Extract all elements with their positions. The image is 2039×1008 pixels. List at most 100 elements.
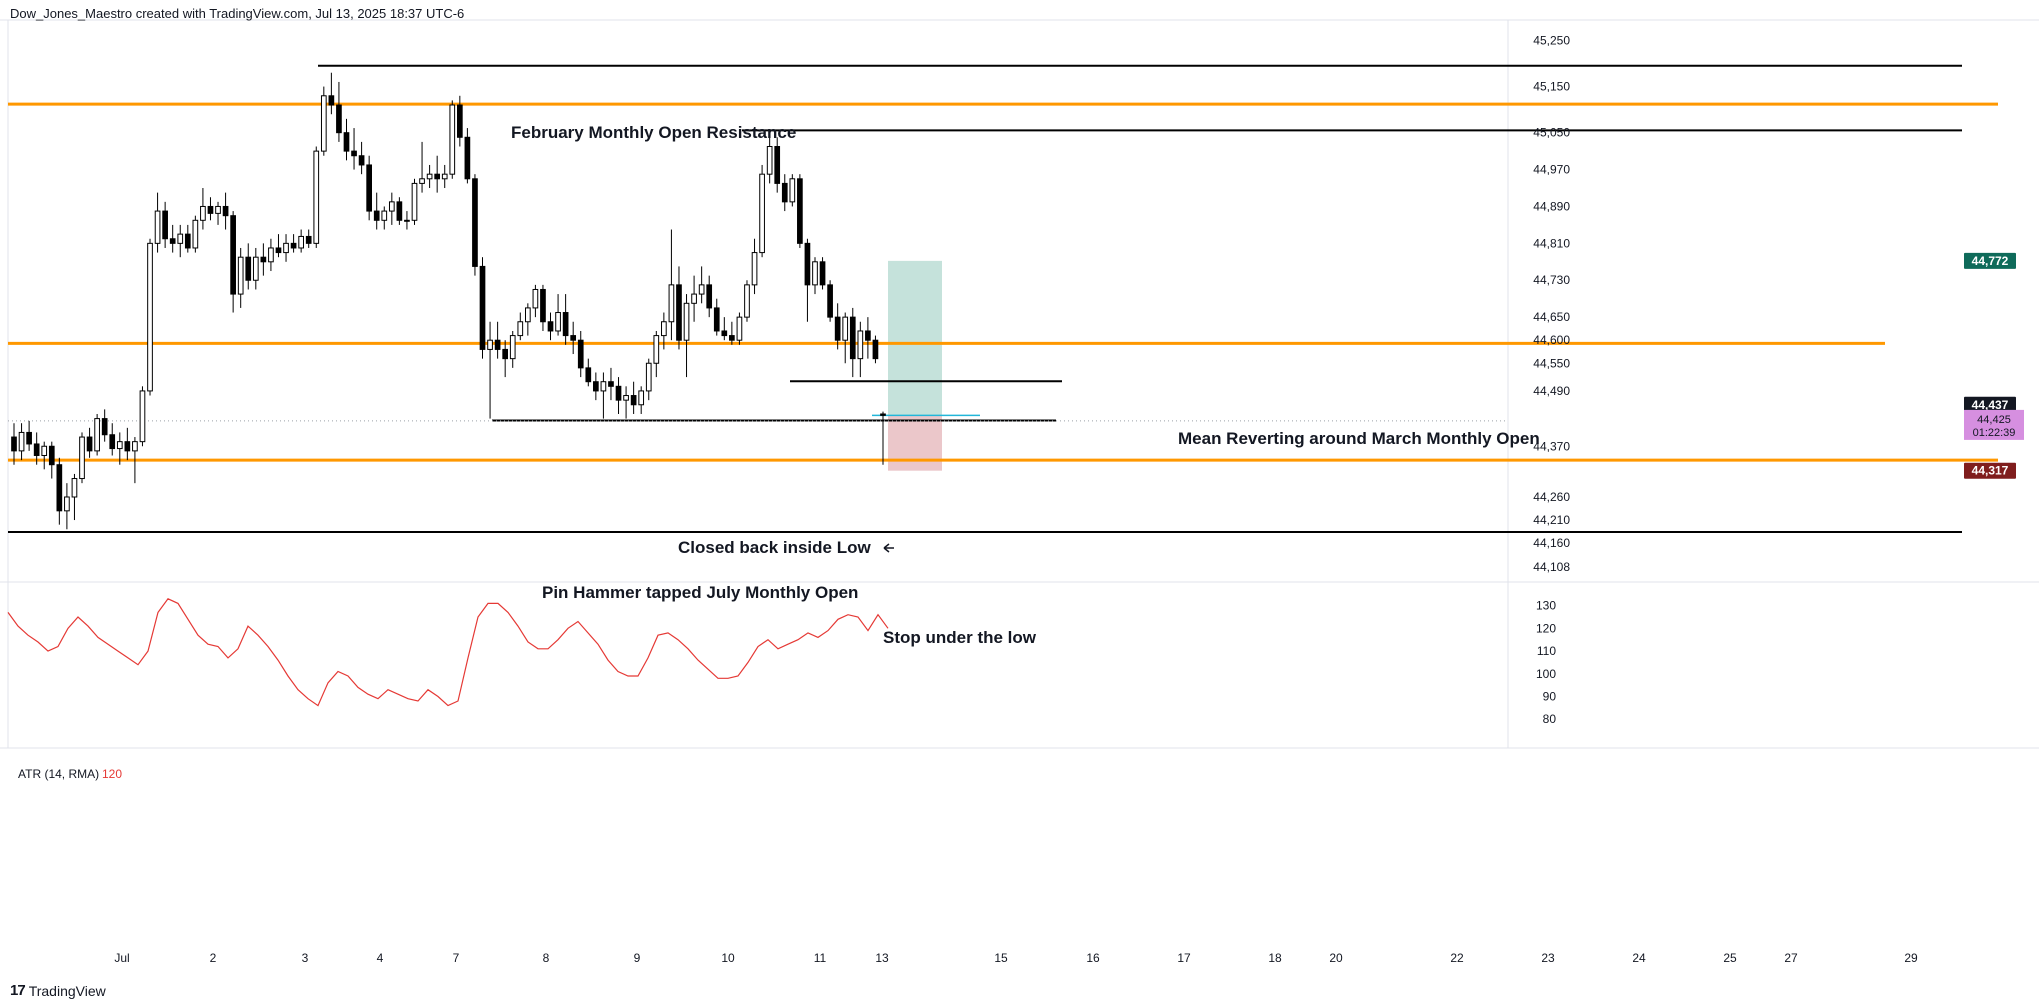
candle-body [827, 284, 833, 318]
price-tick-label: 45,050 [1533, 126, 1570, 140]
time-tick-label: 4 [377, 951, 384, 965]
countdown-badge: 01:22:39 [1973, 427, 2016, 439]
candle-body [812, 261, 818, 286]
price-tick-label: 44,490 [1533, 384, 1570, 398]
candle-body [419, 178, 425, 184]
candle-body [154, 210, 161, 244]
time-tick-label: 9 [634, 951, 641, 965]
candle-body [237, 256, 244, 295]
candle-body [729, 335, 735, 341]
candle-body [781, 182, 788, 203]
candle-body [404, 219, 410, 222]
tradingview-logo[interactable]: 17 TradingView [10, 982, 106, 999]
stop-zone [888, 415, 942, 471]
candle-body [116, 441, 123, 450]
candle-body [774, 146, 781, 184]
candle-body [426, 173, 433, 180]
candle-body [593, 381, 599, 392]
candle-body [207, 205, 214, 214]
price-tick-label: 44,810 [1533, 236, 1570, 250]
atr-line [7, 598, 889, 707]
candle-body [698, 284, 705, 295]
candle-body [192, 219, 199, 249]
price-tick-label: 44,160 [1533, 536, 1570, 550]
candle-body [872, 339, 879, 360]
price-tick-label: 45,250 [1533, 33, 1570, 47]
candle-body [48, 445, 55, 466]
last-price-badge-bg [1964, 396, 2016, 413]
candle-body [366, 164, 372, 212]
candle-body [132, 441, 138, 452]
closed-inside-arrow [883, 543, 894, 553]
candle-body [268, 247, 274, 263]
candle-body [472, 178, 478, 267]
candle-body [691, 293, 697, 304]
candle-body [328, 95, 335, 106]
annotation-label: Stop under the low [883, 628, 1037, 647]
target-zone [888, 260, 942, 416]
candle-body [789, 178, 796, 203]
annotation-label: Mean Reverting around March Monthly Open [1178, 429, 1540, 448]
candle-body [441, 173, 448, 180]
tradingview-logo-mark: 17 [10, 982, 26, 999]
atr-last-value: 120 [102, 767, 122, 781]
candle-body [517, 321, 524, 337]
candle-body [630, 395, 637, 406]
candle-body [494, 339, 501, 350]
target-price-badge-bg [1964, 252, 2016, 269]
candle-body [411, 182, 418, 221]
candle-body [79, 436, 85, 480]
candle-body [849, 316, 856, 360]
candle-body [184, 233, 191, 249]
last-price-badge: 44,437 [1972, 398, 2009, 412]
candle-body [124, 441, 131, 452]
annotation-label: Pin Hammer tapped July Monthly Open [542, 583, 858, 602]
candle-body [555, 312, 561, 332]
tradingview-logo-text: TradingView [28, 982, 106, 999]
candle-body [11, 436, 17, 452]
candle-body [615, 385, 622, 401]
atr-indicator: ATR (14, RMA) 120 [7, 598, 889, 781]
candle-body [706, 284, 713, 309]
atr-tick-label: 80 [1543, 712, 1557, 726]
candle-body [668, 284, 675, 323]
candle-body [215, 205, 221, 214]
candle-body [64, 496, 70, 512]
candle-body [736, 316, 743, 341]
candle-body [713, 307, 720, 332]
candle-body [608, 381, 614, 387]
candle-body [721, 330, 728, 337]
candle-body [343, 132, 350, 152]
price-tick-label: 44,970 [1533, 163, 1570, 177]
time-tick-label: 13 [875, 951, 889, 965]
candle-body [577, 339, 584, 369]
candle-body [245, 256, 252, 281]
candle-body [200, 205, 206, 221]
price-tick-label: 44,550 [1533, 356, 1570, 370]
candle-body [751, 252, 758, 286]
time-tick-label: 7 [453, 951, 460, 965]
time-tick-label: 23 [1541, 951, 1555, 965]
candle-body [313, 150, 320, 244]
candle-body [336, 104, 342, 134]
candle-body [570, 335, 577, 341]
candle-body [381, 210, 388, 221]
candle-body [71, 478, 78, 498]
time-tick-label: Jul [114, 951, 129, 965]
candle-body [562, 312, 569, 337]
candle-body [275, 247, 282, 254]
candle-body [320, 95, 327, 152]
chart-axes: 45,250 45,150 45,050 44,970 44,890 44,810 44,7… [114, 33, 1918, 965]
time-tick-label: 27 [1784, 951, 1798, 965]
candle-body [396, 201, 403, 221]
candle-body [449, 104, 456, 175]
annotation-label: February Monthly Open Resistance [511, 123, 796, 142]
candle-body [509, 335, 516, 360]
candle-body [487, 339, 493, 350]
candle-body [880, 413, 886, 416]
candle-body [645, 362, 652, 392]
candle-body [169, 238, 176, 244]
candle-body [26, 431, 32, 445]
candle-body [252, 256, 259, 281]
